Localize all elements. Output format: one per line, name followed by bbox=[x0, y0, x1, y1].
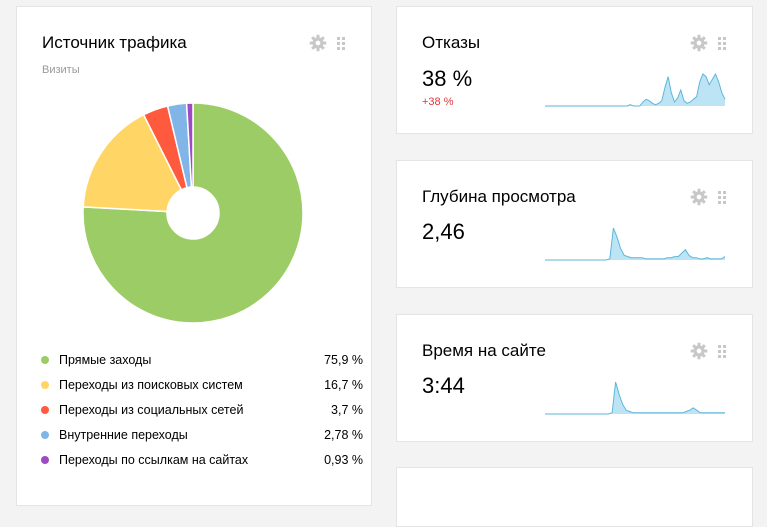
legend-label: Прямые заходы bbox=[59, 352, 152, 367]
legend-value: 2,78 % bbox=[324, 427, 363, 442]
legend-label: Переходы из социальных сетей bbox=[59, 402, 244, 417]
legend-item[interactable]: Переходы по ссылкам на сайтах 0,93 % bbox=[41, 447, 363, 472]
sparkline-area bbox=[545, 228, 725, 260]
page-depth-sparkline bbox=[545, 227, 726, 261]
legend-item[interactable]: Внутренние переходы 2,78 % bbox=[41, 422, 363, 447]
legend-item[interactable]: Прямые заходы 75,9 % bbox=[41, 347, 363, 372]
legend-value: 16,7 % bbox=[324, 377, 363, 392]
drag-handle-icon[interactable] bbox=[718, 189, 726, 205]
time-on-site-value: 3:44 bbox=[422, 373, 465, 398]
traffic-source-widget: Источник трафика Визиты Прямые заходы 75,… bbox=[16, 6, 372, 506]
legend-value: 75,9 % bbox=[324, 352, 363, 367]
sparkline-line bbox=[545, 227, 726, 261]
bounce-rate-title: Отказы bbox=[422, 33, 481, 52]
gear-icon[interactable] bbox=[309, 34, 327, 52]
traffic-pie-chart bbox=[83, 103, 303, 323]
drag-handle-icon[interactable] bbox=[718, 343, 726, 359]
legend-dot bbox=[41, 405, 49, 414]
legend-item[interactable]: Переходы из поисковых систем 16,7 % bbox=[41, 372, 363, 397]
pie-slice-0[interactable] bbox=[83, 103, 303, 323]
gear-icon[interactable] bbox=[690, 188, 708, 206]
sparkline-line bbox=[545, 72, 726, 107]
traffic-source-subtitle: Визиты bbox=[42, 64, 80, 76]
gear-icon[interactable] bbox=[690, 342, 708, 360]
page-depth-widget: Глубина просмотра 2,46 bbox=[396, 160, 753, 288]
time-on-site-sparkline bbox=[545, 381, 725, 415]
bounce-rate-widget: Отказы 38 % +38 % bbox=[396, 6, 753, 134]
sparkline-area bbox=[545, 74, 725, 106]
legend-dot bbox=[41, 380, 49, 389]
traffic-legend: Прямые заходы 75,9 % Переходы из поисковых… bbox=[41, 347, 363, 472]
time-on-site-title: Время на сайте bbox=[422, 341, 546, 360]
legend-dot bbox=[41, 455, 49, 464]
next-widget bbox=[396, 467, 753, 527]
pie-slice-4[interactable] bbox=[185, 103, 194, 188]
legend-label: Переходы из поисковых систем bbox=[59, 377, 243, 392]
drag-handle-icon[interactable] bbox=[718, 35, 726, 51]
bounce-rate-value: 38 % bbox=[422, 66, 473, 91]
traffic-source-title: Источник трафика bbox=[42, 33, 187, 52]
legend-value: 0,93 % bbox=[324, 452, 363, 467]
sparkline-area bbox=[545, 382, 725, 414]
sparkline-line bbox=[545, 381, 725, 415]
pie-slice-1[interactable] bbox=[83, 113, 183, 213]
legend-label: Переходы по ссылкам на сайтах bbox=[59, 452, 249, 467]
bounce-rate-delta: +38 % bbox=[422, 96, 454, 108]
legend-item[interactable]: Переходы из социальных сетей 3,7 % bbox=[41, 397, 363, 422]
time-on-site-widget: Время на сайте 3:44 bbox=[396, 314, 753, 442]
page-depth-title: Глубина просмотра bbox=[422, 187, 576, 206]
legend-dot bbox=[41, 355, 49, 364]
legend-label: Внутренние переходы bbox=[59, 427, 188, 442]
page-depth-value: 2,46 bbox=[422, 219, 465, 244]
legend-dot bbox=[41, 430, 49, 439]
gear-icon[interactable] bbox=[690, 34, 708, 52]
bounce-rate-sparkline bbox=[545, 72, 726, 107]
drag-handle-icon[interactable] bbox=[337, 35, 345, 51]
legend-value: 3,7 % bbox=[331, 402, 363, 417]
